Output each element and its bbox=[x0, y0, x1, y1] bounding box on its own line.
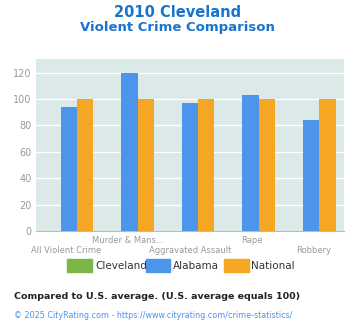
Text: Murder & Mans...: Murder & Mans... bbox=[92, 236, 164, 245]
Bar bbox=[77, 99, 93, 231]
Text: Violent Crime Comparison: Violent Crime Comparison bbox=[80, 21, 275, 34]
Text: Robbery: Robbery bbox=[296, 246, 331, 255]
Bar bbox=[121, 73, 137, 231]
Bar bbox=[198, 99, 214, 231]
Text: 2010 Cleveland: 2010 Cleveland bbox=[114, 5, 241, 20]
Bar bbox=[259, 99, 275, 231]
Text: Compared to U.S. average. (U.S. average equals 100): Compared to U.S. average. (U.S. average … bbox=[14, 292, 300, 301]
Bar bbox=[61, 107, 77, 231]
Text: All Violent Crime: All Violent Crime bbox=[31, 246, 102, 255]
Bar bbox=[303, 120, 319, 231]
Text: National: National bbox=[251, 261, 295, 271]
Text: Aggravated Assault: Aggravated Assault bbox=[149, 246, 231, 255]
Text: Rape: Rape bbox=[241, 236, 262, 245]
Text: Alabama: Alabama bbox=[173, 261, 219, 271]
Text: Cleveland: Cleveland bbox=[95, 261, 147, 271]
Bar bbox=[319, 99, 335, 231]
Text: © 2025 CityRating.com - https://www.cityrating.com/crime-statistics/: © 2025 CityRating.com - https://www.city… bbox=[14, 311, 293, 320]
Bar bbox=[137, 99, 154, 231]
Bar bbox=[182, 103, 198, 231]
Bar bbox=[242, 95, 259, 231]
